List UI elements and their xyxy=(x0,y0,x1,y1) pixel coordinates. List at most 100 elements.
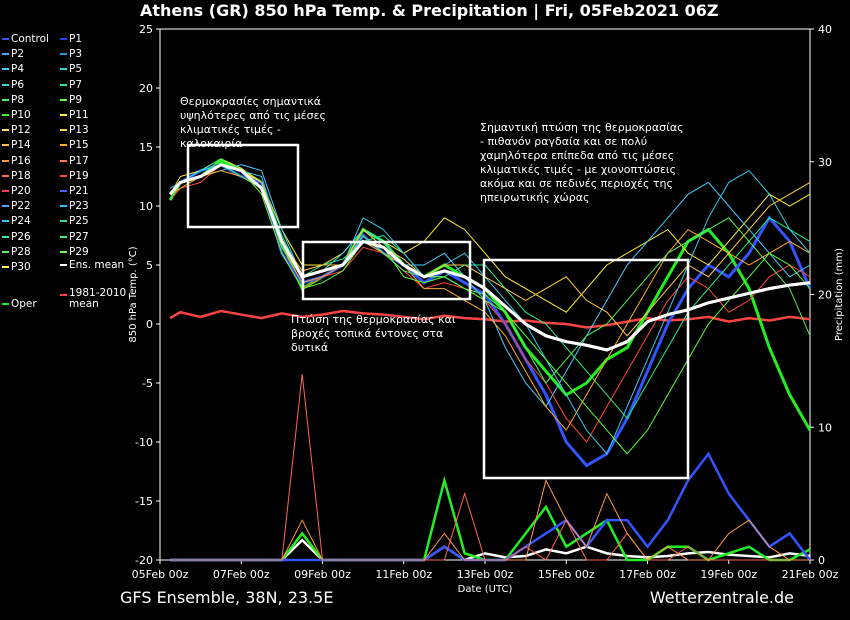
footer-model: GFS Ensemble, 38N, 23.5E xyxy=(120,588,334,607)
legend-swatch xyxy=(2,190,9,192)
y-tick-label: -10 xyxy=(135,436,153,449)
legend-item: P11 xyxy=(60,108,89,122)
y-tick-label: 10 xyxy=(139,200,153,213)
legend-item: Ens. mean xyxy=(60,258,124,272)
legend-label: P17 xyxy=(69,154,89,167)
legend-label: P20 xyxy=(11,185,31,197)
y2-tick-label: 10 xyxy=(818,421,832,434)
legend-swatch xyxy=(2,266,9,268)
legend-swatch xyxy=(2,250,9,253)
legend-item: P5 xyxy=(60,62,82,76)
legend-item: P29 xyxy=(60,245,89,259)
legend-swatch xyxy=(60,38,67,40)
legend-swatch xyxy=(2,98,9,101)
legend-swatch xyxy=(60,53,67,56)
legend-swatch xyxy=(2,144,9,147)
annotation-cold: Σημαντική πτώση της θερμοκρασίας - πιθαν… xyxy=(480,121,684,204)
x-axis-label: Date (UTC) xyxy=(458,584,513,595)
legend-item: P1 xyxy=(60,32,82,46)
legend-item: P10 xyxy=(2,108,31,122)
legend-item: P7 xyxy=(60,78,82,92)
x-tick-label: 09Feb 00z xyxy=(294,568,351,581)
legend-label: Ens. mean xyxy=(69,259,125,271)
legend-label: P18 xyxy=(11,169,31,182)
legend-label: P29 xyxy=(69,245,89,258)
legend-swatch xyxy=(60,235,67,238)
legend-item: P8 xyxy=(2,93,24,107)
legend-swatch xyxy=(2,303,9,305)
legend-label: P25 xyxy=(69,215,89,228)
legend-swatch xyxy=(60,98,67,101)
precip-layer xyxy=(170,374,811,562)
legend-item: P30 xyxy=(2,260,31,274)
legend-label: P14 xyxy=(11,139,31,152)
precip-line-p16 xyxy=(170,478,810,561)
legend-swatch xyxy=(60,68,67,71)
x-tick-label: 15Feb 00z xyxy=(538,568,595,581)
y2-tick-label: 40 xyxy=(818,23,832,36)
legend-item: P12 xyxy=(2,123,31,137)
y-tick-label: 5 xyxy=(146,259,153,272)
legend-swatch xyxy=(60,159,67,162)
x-tick-label: 07Feb 00z xyxy=(213,568,270,581)
box-cold-period xyxy=(482,258,690,480)
legend-label: P8 xyxy=(11,93,25,106)
legend-item: P9 xyxy=(60,93,82,107)
legend-item: P23 xyxy=(60,199,89,213)
legend-item: P16 xyxy=(2,154,31,168)
legend-swatch xyxy=(2,174,9,177)
legend-label: P27 xyxy=(69,230,89,243)
y-tick-label: 15 xyxy=(139,141,153,154)
legend-swatch xyxy=(60,174,67,177)
legend-label: P19 xyxy=(69,169,89,182)
legend-item: P24 xyxy=(2,214,31,228)
footer-source: Wetterzentrale.de xyxy=(649,588,794,607)
legend-label: P12 xyxy=(11,124,31,137)
legend-item: P19 xyxy=(60,169,89,183)
box-warm-period xyxy=(186,143,300,229)
legend-swatch xyxy=(2,159,9,162)
legend-swatch xyxy=(60,264,67,266)
legend-swatch xyxy=(60,205,67,208)
legend-item: P20 xyxy=(2,184,31,198)
annotation-warm: Θερμοκρασίες σημαντικά υψηλότερες από τι… xyxy=(180,95,326,150)
legend-label: P2 xyxy=(11,48,25,61)
legend-item: P26 xyxy=(2,230,31,244)
legend-item: P18 xyxy=(2,169,31,183)
legend-item: P3 xyxy=(60,47,82,61)
legend-swatch xyxy=(2,205,9,208)
legend-label: P5 xyxy=(69,63,83,76)
legend-swatch xyxy=(2,114,9,116)
legend-label: P11 xyxy=(69,109,89,121)
legend-label: P7 xyxy=(69,78,83,91)
legend-item: P27 xyxy=(60,230,89,244)
legend-label: P21 xyxy=(69,185,89,197)
legend-swatch xyxy=(2,129,9,132)
legend-swatch xyxy=(2,68,9,71)
y-tick-label: -20 xyxy=(135,554,153,567)
y-tick-label: 0 xyxy=(146,318,153,331)
legend-swatch xyxy=(60,83,67,86)
legend-label: P6 xyxy=(11,78,25,91)
y-axis-label: 850 hPa Temp. (°C) xyxy=(128,246,139,342)
y2-tick-label: 20 xyxy=(818,289,832,302)
legend-item: P14 xyxy=(2,138,31,152)
y-tick-label: 25 xyxy=(139,23,153,36)
legend-swatch xyxy=(60,294,67,296)
legend-item: Oper xyxy=(2,297,37,311)
x-tick-label: 05Feb 00z xyxy=(132,568,189,581)
legend-label: Control xyxy=(11,33,49,45)
legend-swatch xyxy=(60,144,67,147)
legend-label: 1981-2010 mean xyxy=(69,287,127,310)
legend-item: Control xyxy=(2,32,49,46)
legend-label: P22 xyxy=(11,200,31,213)
legend-item: P28 xyxy=(2,245,31,259)
legend-label: P16 xyxy=(11,154,31,167)
legend-swatch xyxy=(2,53,9,56)
legend-label: P10 xyxy=(11,109,31,121)
legend-label: P15 xyxy=(69,139,89,152)
y2-tick-label: 0 xyxy=(818,554,825,567)
y-tick-label: -15 xyxy=(135,495,153,508)
legend-swatch xyxy=(60,250,67,253)
